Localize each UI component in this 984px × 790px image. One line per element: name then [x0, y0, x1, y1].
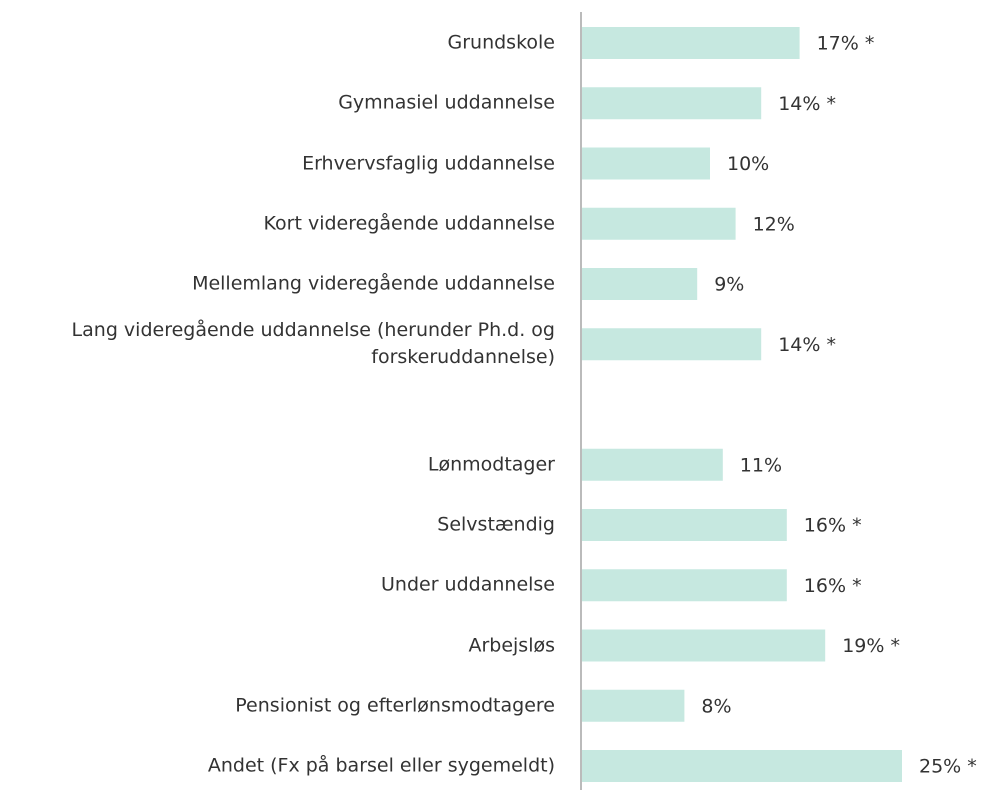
category-label: Erhvervsfaglig uddannelse	[302, 152, 555, 174]
category-label: Grundskole	[447, 31, 556, 54]
bar	[582, 27, 800, 59]
category-label: Gymnasiel uddannelse	[338, 91, 555, 114]
value-label: 25% *	[919, 756, 977, 778]
bar	[582, 268, 698, 300]
value-label: 11%	[740, 454, 782, 476]
bar	[582, 328, 762, 361]
value-label: 12%	[753, 213, 795, 235]
bar	[582, 750, 902, 782]
value-label: 19% *	[842, 635, 900, 657]
value-label: 16% *	[804, 575, 862, 597]
value-label: 16% *	[804, 515, 862, 537]
category-label: Arbejsløs	[468, 634, 555, 656]
bar	[582, 147, 710, 180]
value-label: 14% *	[778, 93, 836, 115]
value-label: 9%	[714, 274, 744, 296]
category-label: Lønmodtager	[427, 453, 555, 476]
value-label: 17% *	[817, 33, 875, 55]
category-label: Mellemlang videregående uddannelse	[192, 272, 555, 295]
category-label: Kort videregående uddannelse	[263, 212, 555, 235]
category-label: Selvstændig	[437, 513, 555, 536]
category-label: Pensionist og efterlønsmodtagere	[235, 694, 555, 717]
value-label: 8%	[701, 695, 731, 717]
bar	[582, 207, 736, 240]
bar	[582, 689, 685, 722]
category-label: Lang videregående uddannelse (herunder P…	[71, 319, 555, 369]
value-label: 10%	[727, 153, 769, 175]
bar	[582, 509, 787, 541]
bar	[582, 87, 762, 120]
category-label: Under uddannelse	[381, 573, 555, 596]
bar	[582, 629, 826, 662]
bar	[582, 569, 787, 602]
value-label: 14% *	[778, 334, 836, 356]
bar	[582, 448, 723, 481]
category-label: Andet (Fx på barsel eller sygemeldt)	[207, 754, 555, 777]
